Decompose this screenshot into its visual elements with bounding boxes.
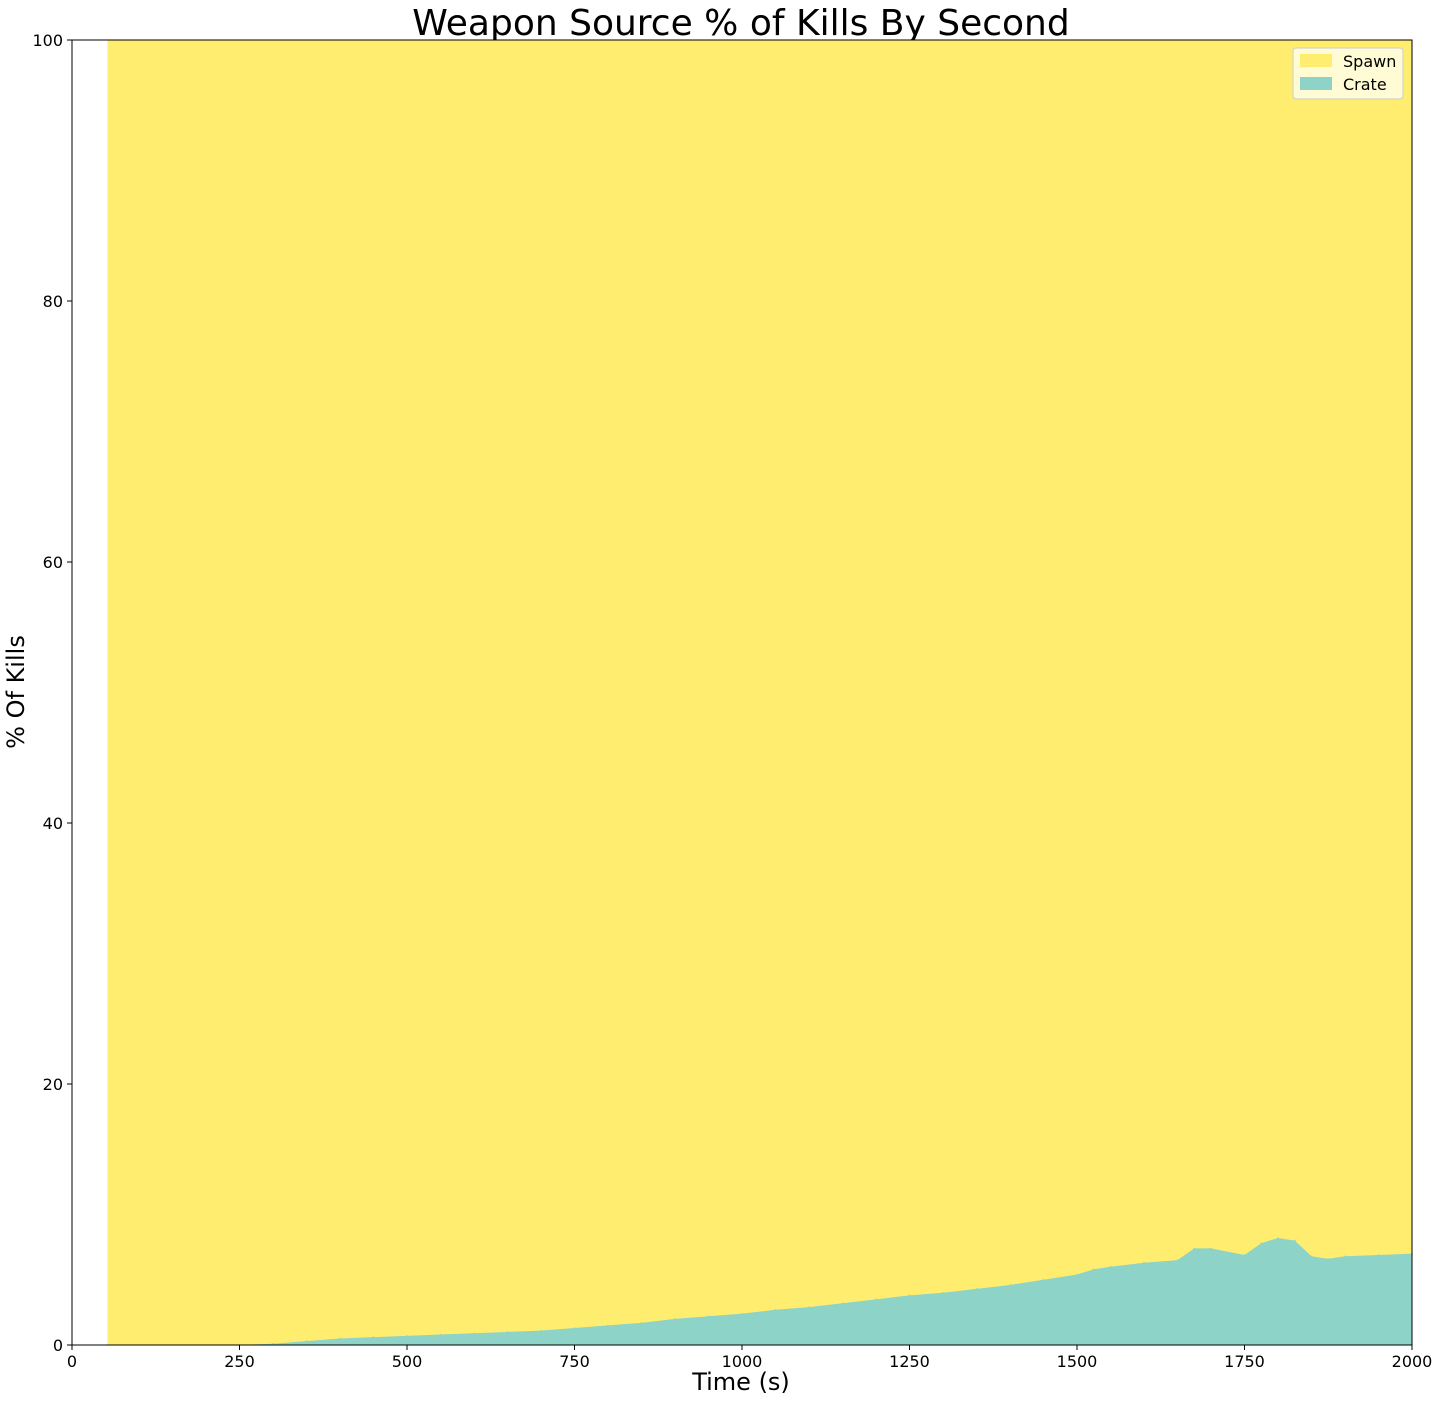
y-tick-label: 80: [43, 292, 63, 311]
crate-point: [908, 1294, 911, 1297]
series-spawn-area: [107, 40, 1412, 1345]
x-tick-label: 250: [224, 1352, 255, 1371]
x-tick-label: 0: [67, 1352, 77, 1371]
crate-point: [1310, 1255, 1313, 1258]
crate-point: [1009, 1284, 1011, 1286]
x-tick-label: 2000: [1392, 1352, 1433, 1371]
x-tick-label: 500: [392, 1352, 423, 1371]
crate-point: [540, 1329, 542, 1332]
crate-point: [975, 1288, 978, 1290]
y-axis-label: % Of Kills: [2, 635, 30, 749]
crate-point: [1076, 1273, 1078, 1276]
crate-point: [607, 1324, 609, 1327]
crate-point: [339, 1337, 341, 1340]
x-axis: 0 250 500 750 1000 1250 1500 1750 2000: [67, 1345, 1432, 1371]
legend-label-spawn: Spawn: [1343, 52, 1396, 71]
crate-point: [741, 1312, 743, 1315]
crate-point: [1176, 1259, 1179, 1261]
y-tick-label: 20: [43, 1075, 63, 1094]
crate-point: [707, 1315, 710, 1318]
crate-point: [1344, 1255, 1346, 1258]
crate-point: [406, 1335, 408, 1337]
legend-label-crate: Crate: [1343, 75, 1387, 94]
crate-point: [875, 1298, 877, 1301]
series-crate-area: [107, 1237, 1412, 1345]
crate-point: [506, 1331, 509, 1333]
crate-point: [1092, 1268, 1095, 1271]
crate-point: [808, 1306, 810, 1308]
crate-point: [1293, 1239, 1296, 1242]
crate-point: [1327, 1258, 1330, 1260]
chart-title: Weapon Source % of Kills By Second: [412, 3, 1069, 44]
crate-point: [674, 1318, 676, 1320]
crate-point: [841, 1302, 844, 1305]
crate-point: [942, 1292, 944, 1294]
y-tick-label: 100: [32, 31, 63, 50]
legend: Spawn Crate: [1292, 47, 1404, 100]
x-tick-label: 1750: [1224, 1352, 1265, 1371]
x-tick-label: 750: [559, 1352, 590, 1371]
crate-point: [1243, 1254, 1246, 1256]
y-tick-label: 0: [53, 1336, 63, 1355]
legend-swatch-crate: [1300, 77, 1332, 90]
crate-point: [640, 1322, 643, 1324]
y-tick-label: 60: [43, 553, 63, 572]
legend-swatch-spawn: [1300, 54, 1332, 67]
y-axis: 0 20 40 60 80 100: [32, 31, 72, 1355]
crate-point: [774, 1308, 777, 1311]
y-tick-label: 40: [43, 814, 63, 833]
x-tick-label: 1500: [1057, 1352, 1098, 1371]
x-tick-label: 1000: [722, 1352, 763, 1371]
crate-point: [1193, 1247, 1196, 1250]
crate-point: [272, 1342, 274, 1345]
crate-point: [1042, 1278, 1045, 1281]
crate-point: [305, 1340, 308, 1342]
crate-point: [473, 1332, 475, 1335]
crate-point: [1377, 1254, 1380, 1256]
crate-point: [1109, 1265, 1112, 1268]
crate-point: [439, 1333, 442, 1336]
crate-point: [1210, 1247, 1212, 1250]
crate-point: [372, 1336, 375, 1338]
crate-point: [1277, 1237, 1279, 1239]
x-tick-label: 1250: [889, 1352, 930, 1371]
crate-point: [1260, 1242, 1263, 1245]
plot-area: [106, 40, 1413, 1346]
crate-point: [1143, 1261, 1145, 1264]
crate-point: [573, 1327, 576, 1329]
x-axis-label: Time (s): [691, 1368, 790, 1396]
